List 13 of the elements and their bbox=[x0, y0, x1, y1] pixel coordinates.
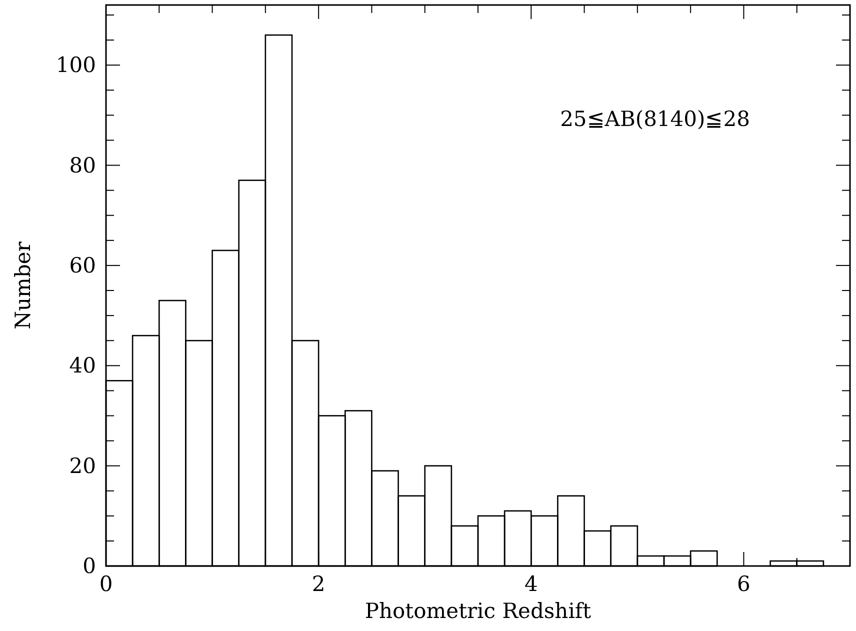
x-tick-label: 4 bbox=[524, 572, 538, 596]
x-tick-label: 0 bbox=[99, 572, 113, 596]
y-axis-title: Number bbox=[11, 240, 35, 330]
x-axis-title: Photometric Redshift bbox=[364, 599, 592, 623]
y-tick-label: 40 bbox=[69, 354, 96, 378]
y-tick-label: 60 bbox=[69, 253, 96, 278]
x-tick-label: 6 bbox=[737, 572, 750, 596]
annotation: 25≦AB(8140)≦28 bbox=[560, 107, 750, 131]
y-tick-label: 0 bbox=[82, 554, 96, 578]
x-tick-label: 2 bbox=[312, 572, 326, 596]
y-tick-label: 80 bbox=[69, 153, 96, 178]
y-tick-label: 20 bbox=[69, 454, 96, 478]
y-tick-label: 100 bbox=[56, 53, 96, 78]
